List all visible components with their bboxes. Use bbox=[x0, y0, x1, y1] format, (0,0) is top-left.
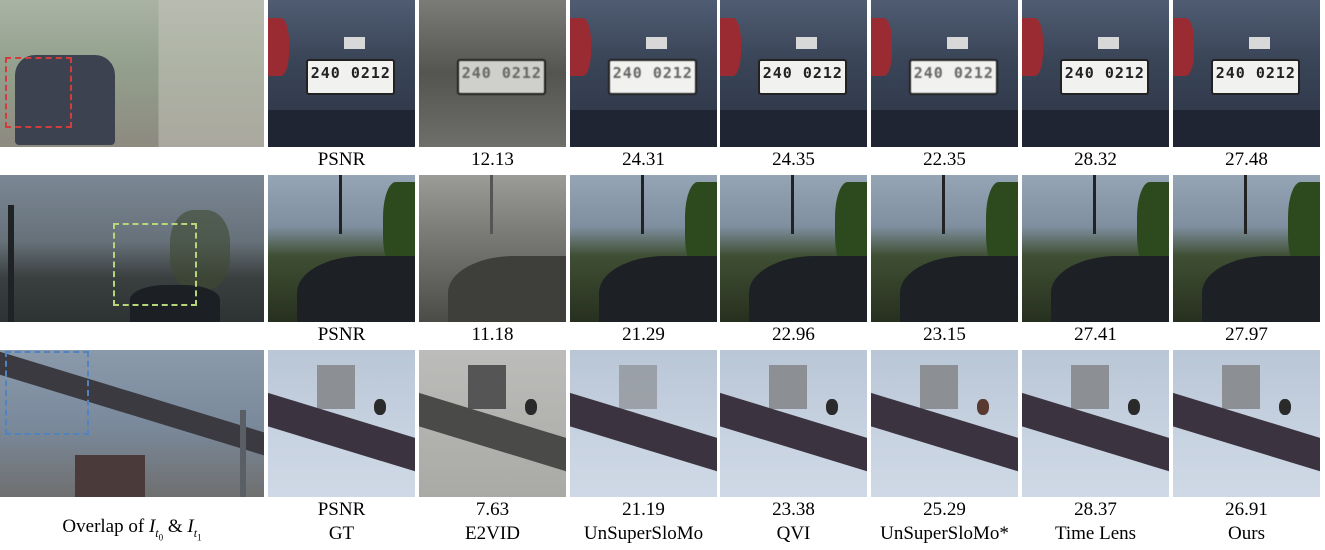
row3-e2vid-image bbox=[419, 350, 566, 497]
license-plate: 240 0212 bbox=[1060, 58, 1150, 96]
row3-psnr-unsuperslomo-star: 25.29 bbox=[923, 499, 966, 520]
row1-overlap-image bbox=[0, 0, 264, 147]
row3-psnr-unsuperslomo: 21.19 bbox=[622, 499, 665, 520]
row3-psnr-qvi: 23.38 bbox=[772, 499, 815, 520]
row1-ours-image: 240 0212 bbox=[1173, 0, 1320, 147]
row3-unsuperslomo-star-image bbox=[871, 350, 1018, 497]
row2-e2vid-image bbox=[419, 175, 566, 322]
row1-unsuperslomo-star-image: 240 0212 bbox=[871, 0, 1018, 147]
column-label-gt: GT bbox=[328, 523, 355, 544]
row1-gt-image: 240 0212 bbox=[268, 0, 415, 147]
column-label-unsuperslomo-star: UnSuperSloMo* bbox=[880, 523, 1009, 544]
column-label-timelens: Time Lens bbox=[1054, 523, 1137, 544]
license-plate: 240 0212 bbox=[608, 58, 698, 96]
row3-ours-image bbox=[1173, 350, 1320, 497]
column-label-e2vid: E2VID bbox=[465, 523, 520, 544]
row3-overlap-image bbox=[0, 350, 264, 497]
overlap-caption-conjunction: & bbox=[163, 516, 188, 537]
row2-gt-image bbox=[268, 175, 415, 322]
row3-psnr-timelens: 28.37 bbox=[1074, 499, 1117, 520]
license-plate: 240 0212 bbox=[457, 58, 547, 96]
row2-unsuperslomo-star-image bbox=[871, 175, 1018, 322]
overlap-caption: Overlap of It0 & It1 bbox=[62, 516, 202, 543]
row2-psnr-ours: 27.97 bbox=[1225, 324, 1268, 345]
row2-psnr-unsuperslomo-star: 23.15 bbox=[923, 324, 966, 345]
column-label-unsuperslomo: UnSuperSloMo bbox=[583, 523, 704, 544]
license-plate: 240 0212 bbox=[909, 58, 999, 96]
column-label-ours: Ours bbox=[1228, 523, 1265, 544]
row1-psnr-e2vid: 12.13 bbox=[471, 149, 514, 170]
row1-e2vid-image: 240 0212 bbox=[419, 0, 566, 147]
column-label-qvi: QVI bbox=[776, 523, 811, 544]
overlap-caption-prefix: Overlap of bbox=[62, 516, 149, 537]
row2-unsuperslomo-image bbox=[570, 175, 717, 322]
row3-psnr-label: PSNR bbox=[317, 499, 366, 520]
row3-psnr-e2vid: 7.63 bbox=[475, 499, 510, 520]
row1-psnr-label: PSNR bbox=[317, 149, 366, 170]
row2-psnr-timelens: 27.41 bbox=[1074, 324, 1117, 345]
row1-timelens-image: 240 0212 bbox=[1022, 0, 1169, 147]
row1-psnr-ours: 27.48 bbox=[1225, 149, 1268, 170]
row3-gt-image bbox=[268, 350, 415, 497]
row2-psnr-e2vid: 11.18 bbox=[471, 324, 514, 345]
row2-psnr-unsuperslomo: 21.29 bbox=[622, 324, 665, 345]
row1-red-crop-box bbox=[5, 57, 72, 128]
row1-psnr-qvi: 24.35 bbox=[772, 149, 815, 170]
row2-green-crop-box bbox=[113, 223, 197, 306]
row1-qvi-image: 240 0212 bbox=[720, 0, 867, 147]
row2-timelens-image bbox=[1022, 175, 1169, 322]
row2-psnr-label: PSNR bbox=[317, 324, 366, 345]
row3-qvi-image bbox=[720, 350, 867, 497]
row3-timelens-image bbox=[1022, 350, 1169, 497]
row3-blue-crop-box bbox=[5, 351, 89, 435]
license-plate: 240 0212 bbox=[306, 58, 396, 96]
row3-psnr-ours: 26.91 bbox=[1225, 499, 1268, 520]
row2-qvi-image bbox=[720, 175, 867, 322]
row2-psnr-qvi: 22.96 bbox=[772, 324, 815, 345]
row1-psnr-unsuperslomo: 24.31 bbox=[622, 149, 665, 170]
row3-unsuperslomo-image bbox=[570, 350, 717, 497]
license-plate: 240 0212 bbox=[1211, 58, 1301, 96]
row1-unsuperslomo-image: 240 0212 bbox=[570, 0, 717, 147]
row2-overlap-image bbox=[0, 175, 264, 322]
row1-psnr-timelens: 28.32 bbox=[1074, 149, 1117, 170]
license-plate: 240 0212 bbox=[758, 58, 848, 96]
row2-ours-image bbox=[1173, 175, 1320, 322]
row1-psnr-unsuperslomo-star: 22.35 bbox=[923, 149, 966, 170]
